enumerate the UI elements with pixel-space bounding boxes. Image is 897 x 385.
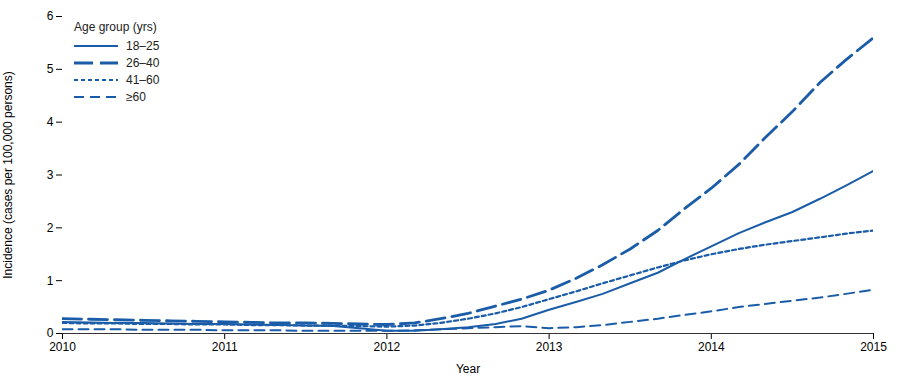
svg-text:2015: 2015 (860, 340, 887, 354)
svg-text:Incidence (cases per 100,000 p: Incidence (cases per 100,000 persons) (1, 71, 15, 278)
svg-text:3: 3 (47, 168, 54, 182)
svg-text:2011: 2011 (212, 340, 238, 354)
html-text:18–25: 18–25 (126, 38, 160, 53)
svg-text:2014: 2014 (698, 340, 725, 354)
svg-text:Year: Year (456, 362, 480, 376)
svg-text:1: 1 (47, 274, 54, 288)
svg-text:2013: 2013 (536, 340, 563, 354)
svg-text:0: 0 (47, 326, 54, 340)
svg-text:2012: 2012 (374, 340, 401, 354)
html-text:41–60: 41–60 (126, 72, 160, 87)
svg-text:2: 2 (47, 221, 54, 235)
svg-text:5: 5 (47, 62, 54, 76)
svg-text:2010: 2010 (49, 340, 76, 354)
svg-text:4: 4 (47, 115, 54, 129)
html-text:≥60: ≥60 (126, 89, 146, 104)
html-text:Age group (yrs): Age group (yrs) (74, 20, 157, 34)
svg-text:6: 6 (47, 9, 54, 23)
html-text:26–40: 26–40 (126, 55, 160, 70)
